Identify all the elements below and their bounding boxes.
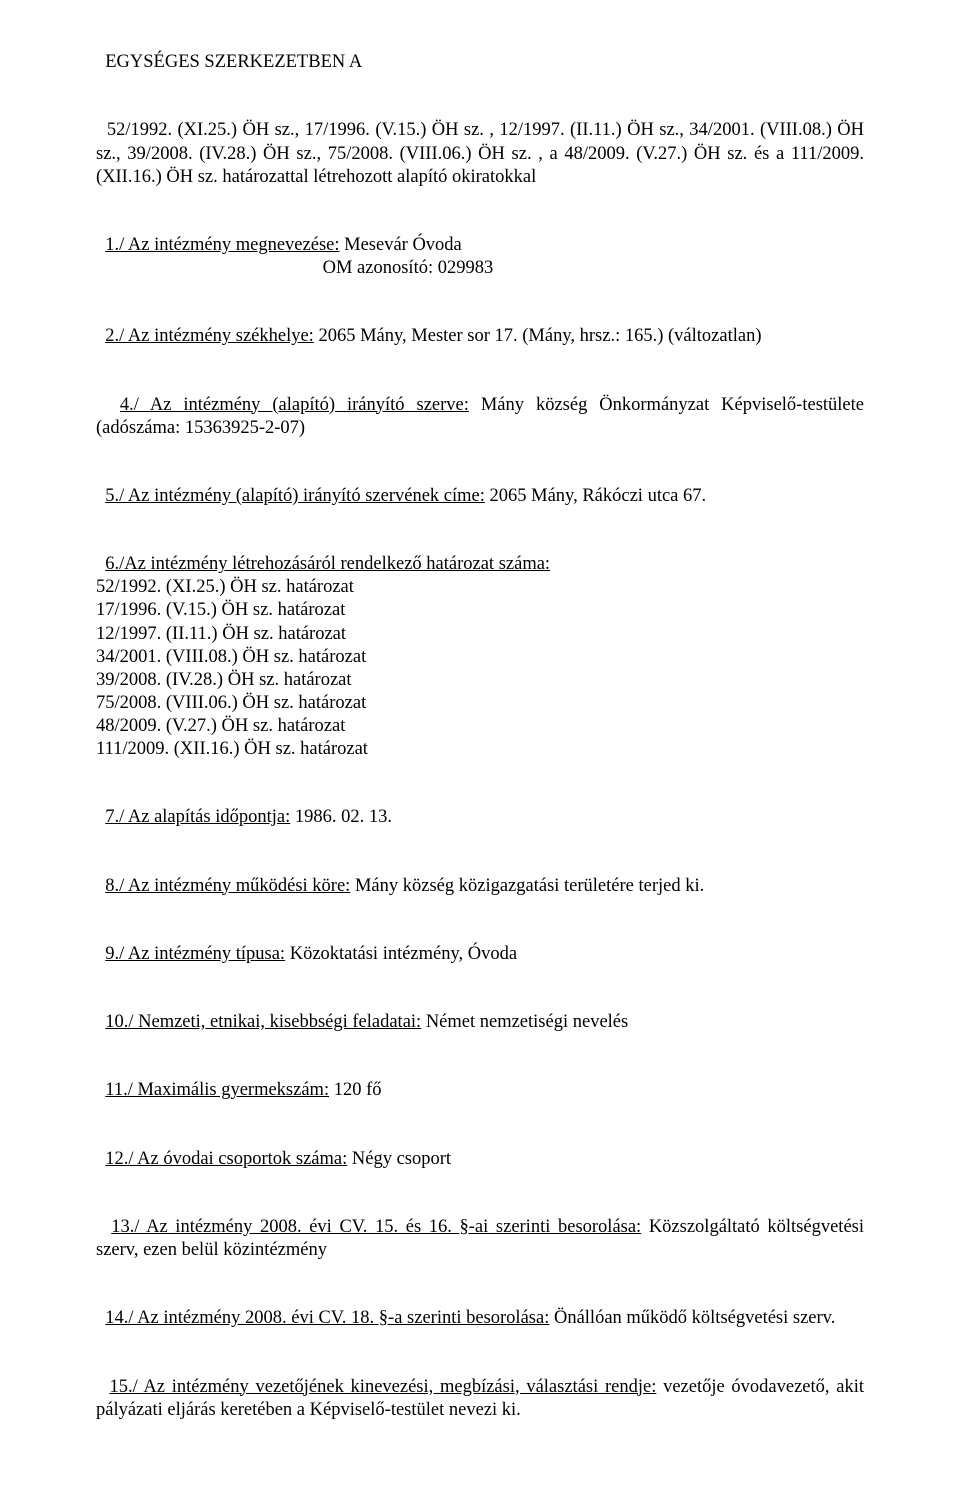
section-9-value: Közoktatási intézmény, Óvoda bbox=[285, 944, 517, 964]
section-14-value: Önállóan működő költségvetési szerv. bbox=[549, 1308, 835, 1328]
section-1-value: Mesevár Óvoda bbox=[340, 235, 462, 255]
section-4-label: 4./ Az intézmény (alapító) irányító szer… bbox=[120, 395, 469, 415]
section-7-value: 1986. 02. 13. bbox=[290, 807, 392, 827]
section-14: 14./ Az intézmény 2008. évi CV. 18. §-a … bbox=[96, 1284, 864, 1330]
section-5-value: 2065 Mány, Rákóczi utca 67. bbox=[485, 486, 706, 506]
section-7: 7./ Az alapítás időpontja: 1986. 02. 13. bbox=[96, 783, 864, 829]
section-2-label: 2./ Az intézmény székhelye: bbox=[105, 326, 314, 346]
section-1-line2: OM azonosító: 029983 bbox=[96, 258, 493, 278]
section-10: 10./ Nemzeti, etnikai, kisebbségi felada… bbox=[96, 988, 864, 1034]
section-6-label: 6./Az intézmény létrehozásáról rendelkez… bbox=[105, 554, 550, 574]
section-1-label: 1./ Az intézmény megnevezése: bbox=[105, 235, 339, 255]
section-9-label: 9./ Az intézmény típusa: bbox=[105, 944, 285, 964]
section-5-label: 5./ Az intézmény (alapító) irányító szer… bbox=[105, 486, 485, 506]
section-15: 15./ Az intézmény vezetőjének kinevezési… bbox=[96, 1352, 864, 1421]
heading-text: EGYSÉGES SZERKEZETBEN A bbox=[105, 52, 362, 72]
section-8: 8./ Az intézmény működési köre: Mány köz… bbox=[96, 852, 864, 898]
section-6: 6./Az intézmény létrehozásáról rendelkez… bbox=[96, 530, 864, 761]
section-11-value: 120 fő bbox=[329, 1080, 381, 1100]
section-8-value: Mány község közigazgatási területére ter… bbox=[350, 876, 704, 896]
section-13: 13./ Az intézmény 2008. évi CV. 15. és 1… bbox=[96, 1193, 864, 1262]
section-12-value: Négy csoport bbox=[347, 1149, 451, 1169]
section-12: 12./ Az óvodai csoportok száma: Négy cso… bbox=[96, 1125, 864, 1171]
section-14-label: 14./ Az intézmény 2008. évi CV. 18. §-a … bbox=[105, 1308, 549, 1328]
section-2-value: 2065 Mány, Mester sor 17. (Mány, hrsz.: … bbox=[314, 326, 762, 346]
heading-line: EGYSÉGES SZERKEZETBEN A bbox=[96, 28, 864, 74]
section-6-list: 52/1992. (XI.25.) ÖH sz. határozat 17/19… bbox=[96, 577, 368, 759]
section-4: 4./ Az intézmény (alapító) irányító szer… bbox=[96, 370, 864, 439]
intro-paragraph: 52/1992. (XI.25.) ÖH sz., 17/1996. (V.15… bbox=[96, 96, 864, 189]
section-13-label: 13./ Az intézmény 2008. évi CV. 15. és 1… bbox=[111, 1217, 641, 1237]
section-11: 11./ Maximális gyermekszám: 120 fő bbox=[96, 1056, 864, 1102]
section-1: 1./ Az intézmény megnevezése: Mesevár Óv… bbox=[96, 211, 864, 280]
section-11-label: 11./ Maximális gyermekszám: bbox=[105, 1080, 329, 1100]
section-12-label: 12./ Az óvodai csoportok száma: bbox=[105, 1149, 347, 1169]
section-8-label: 8./ Az intézmény működési köre: bbox=[105, 876, 350, 896]
section-15-label: 15./ Az intézmény vezetőjének kinevezési… bbox=[109, 1377, 656, 1397]
section-9: 9./ Az intézmény típusa: Közoktatási int… bbox=[96, 920, 864, 966]
section-7-label: 7./ Az alapítás időpontja: bbox=[105, 807, 290, 827]
section-5: 5./ Az intézmény (alapító) irányító szer… bbox=[96, 462, 864, 508]
section-2: 2./ Az intézmény székhelye: 2065 Mány, M… bbox=[96, 302, 864, 348]
section-10-value: Német nemzetiségi nevelés bbox=[421, 1012, 628, 1032]
intro-text: 52/1992. (XI.25.) ÖH sz., 17/1996. (V.15… bbox=[96, 120, 869, 186]
section-10-label: 10./ Nemzeti, etnikai, kisebbségi felada… bbox=[105, 1012, 421, 1032]
